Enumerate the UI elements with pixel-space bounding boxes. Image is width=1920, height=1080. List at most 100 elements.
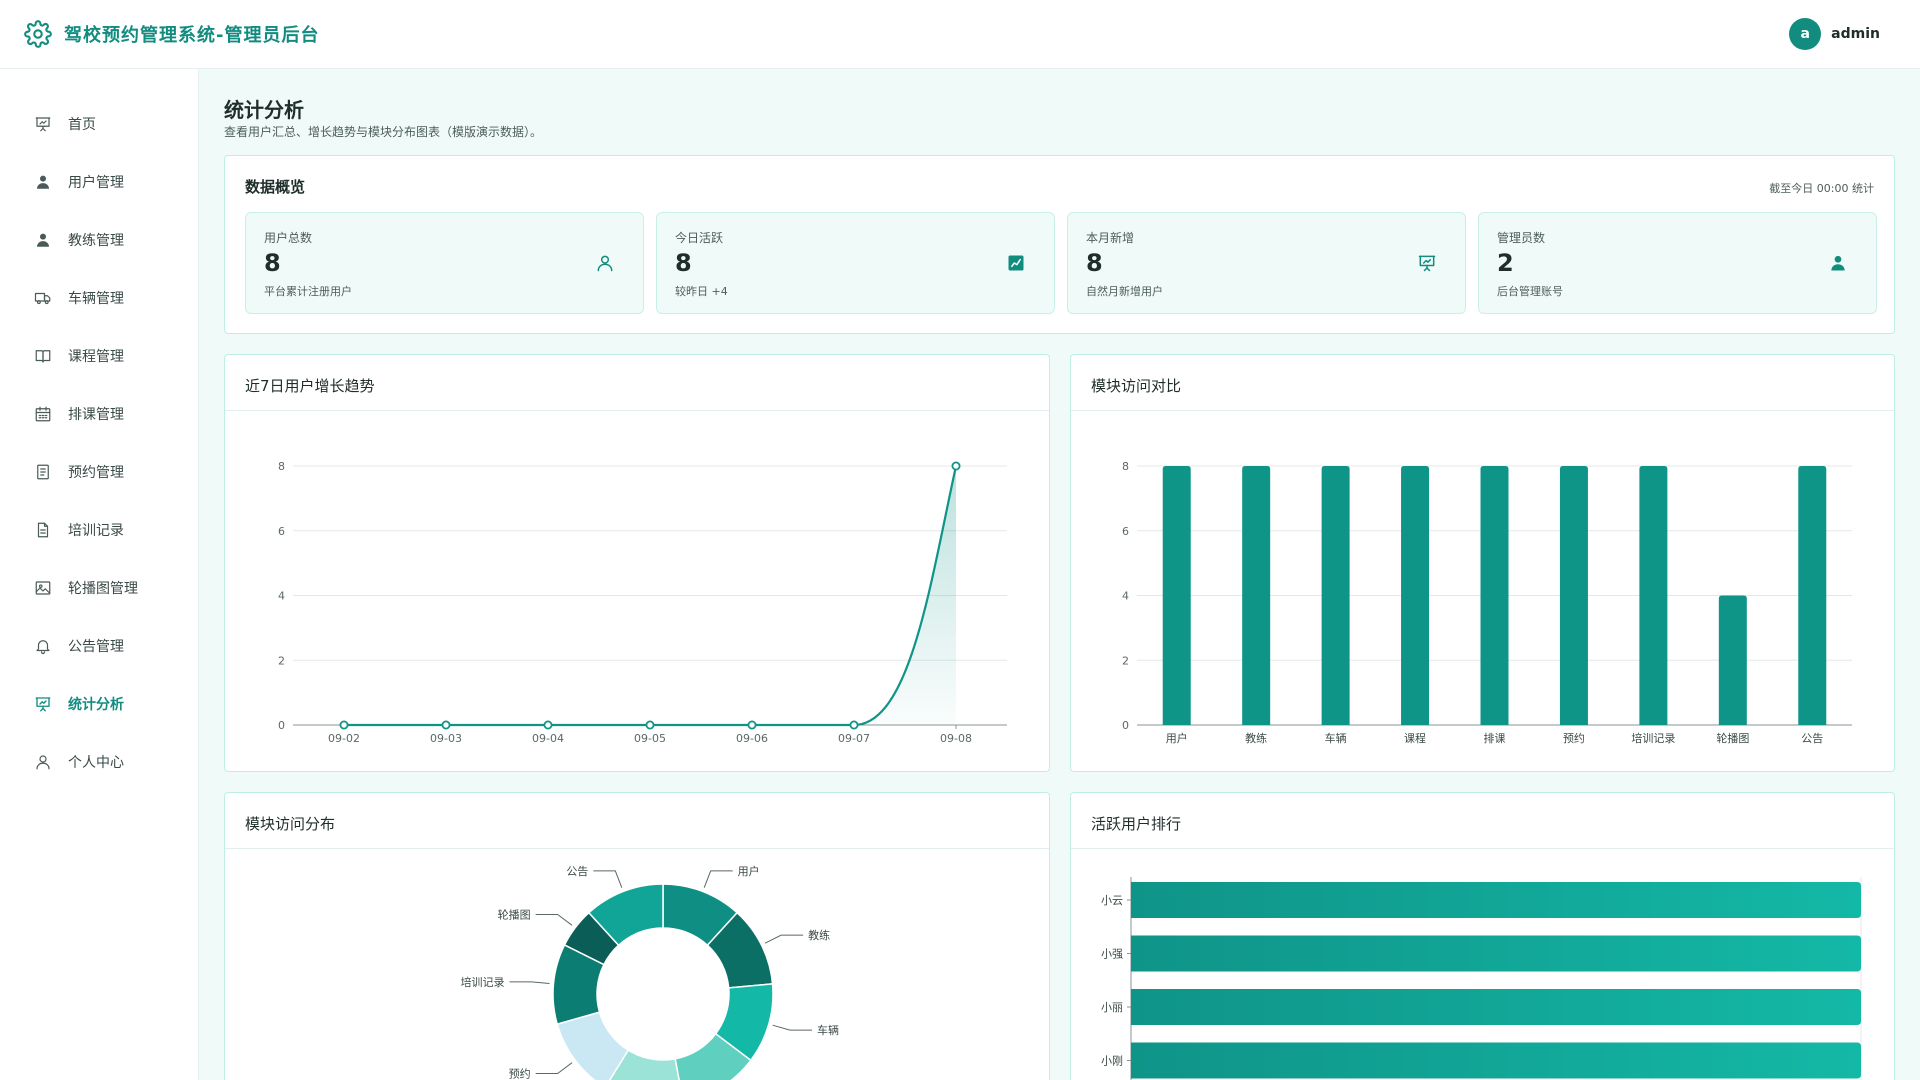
x-tick-label: 09-02 <box>328 732 360 745</box>
presentation-icon <box>35 117 51 132</box>
overview-card: 数据概览 截至今日 00:00 统计 用户总数 8 平台累计注册用户 今日活跃 … <box>224 155 1895 334</box>
pie-label-line <box>593 870 623 888</box>
bar <box>1321 466 1350 725</box>
avatar[interactable]: a <box>1789 18 1822 50</box>
pie-label: 预约 <box>509 1068 531 1080</box>
pie-label: 培训记录 <box>461 975 505 989</box>
bar <box>1401 466 1430 725</box>
ranking-title: 活跃用户排行 <box>1091 815 1182 833</box>
truck-icon <box>34 292 51 305</box>
sidebar-item-reservations[interactable]: 预约管理 <box>0 443 198 501</box>
pie-label-line <box>535 913 573 926</box>
pie-label: 车辆 <box>817 1023 839 1037</box>
x-tick-label: 课程 <box>1404 732 1426 745</box>
sidebar-item-vehicles[interactable]: 车辆管理 <box>0 269 198 327</box>
sidebar-item-label: 培训记录 <box>68 523 124 539</box>
sidebar-item-label: 用户管理 <box>68 175 124 191</box>
stat-value: 8 <box>675 249 692 277</box>
sidebar-item-banners[interactable]: 轮播图管理 <box>0 559 198 617</box>
pie-label-line <box>535 1062 573 1075</box>
module-bar-title: 模块访问对比 <box>1091 377 1182 395</box>
bell-icon <box>36 640 50 655</box>
module-bar-chart: 0 2 4 6 8 用户 教练 车辆 课程 排课 预约 培训记录 轮播图 公告 <box>1122 460 1852 745</box>
pie-label-line <box>764 934 804 944</box>
main-content: 统计分析 查看用户汇总、增长趋势与模块分布图表（模版演示数据）。 数据概览 截至… <box>199 69 1920 1080</box>
list-icon <box>37 464 49 480</box>
y-tick-label: 小强 <box>1101 948 1123 961</box>
stat-label: 用户总数 <box>264 231 313 245</box>
line-series <box>344 465 958 727</box>
stat-card-admins: 管理员数 2 后台管理账号 <box>1478 212 1877 314</box>
ranking-card: 活跃用户排行 小云 小强 小丽 小刚 <box>1070 792 1895 1080</box>
y-tick-label: 小云 <box>1101 894 1123 907</box>
bar <box>1718 595 1747 725</box>
sidebar-item-statistics[interactable]: 统计分析 <box>0 675 198 733</box>
user-menu[interactable]: a admin <box>1789 18 1880 50</box>
page-title: 统计分析 <box>224 98 304 122</box>
presentation-icon <box>1418 255 1436 272</box>
stat-card-total-users: 用户总数 8 平台累计注册用户 <box>245 212 644 314</box>
y-tick-label: 2 <box>1122 654 1129 667</box>
user-outline-icon <box>36 755 50 770</box>
sidebar-item-label: 排课管理 <box>68 407 124 423</box>
x-tick-label: 09-04 <box>532 732 564 745</box>
gear-icon <box>24 20 52 48</box>
top-header: 驾校预约管理系统-管理员后台 a admin <box>0 0 1920 69</box>
stat-card-active-today: 今日活跃 8 较昨日 +4 <box>656 212 1055 314</box>
stat-desc: 较昨日 +4 <box>675 285 728 298</box>
trend-chart-icon <box>1008 255 1024 271</box>
x-tick-label: 轮播图 <box>1716 731 1749 745</box>
bar <box>1798 466 1827 725</box>
pie-label: 教练 <box>808 928 830 942</box>
stat-desc: 后台管理账号 <box>1497 285 1563 298</box>
growth-chart-title: 近7日用户增长趋势 <box>245 377 375 395</box>
pie-label-line <box>509 981 550 984</box>
sidebar-item-training-records[interactable]: 培训记录 <box>0 501 198 559</box>
y-tick-label: 小刚 <box>1101 1055 1123 1068</box>
sidebar: 首页 用户管理 教练管理 车辆管理 课程管理 排课管理 预约管理 培训记录 轮播… <box>0 69 199 1080</box>
pie-label-line <box>703 870 733 888</box>
sidebar-item-home[interactable]: 首页 <box>0 95 198 153</box>
sidebar-item-notices[interactable]: 公告管理 <box>0 617 198 675</box>
rank-bar <box>1131 935 1861 972</box>
y-tick-label: 0 <box>278 719 285 732</box>
book-icon <box>35 350 51 363</box>
divider <box>1071 848 1894 849</box>
bar <box>1242 466 1271 725</box>
pie-slice <box>587 883 664 947</box>
y-tick-label: 4 <box>278 590 285 603</box>
pie-slice <box>674 1032 752 1080</box>
stat-desc: 自然月新增用户 <box>1086 285 1163 298</box>
pie-label: 公告 <box>566 865 588 878</box>
username[interactable]: admin <box>1831 26 1880 42</box>
data-point <box>645 720 655 730</box>
divider <box>225 410 1049 411</box>
sidebar-item-courses[interactable]: 课程管理 <box>0 327 198 385</box>
user-icon <box>37 233 49 247</box>
app-title: 驾校预约管理系统-管理员后台 <box>64 25 320 46</box>
data-point <box>747 720 757 730</box>
x-tick-label: 培训记录 <box>1631 731 1675 745</box>
stat-label: 管理员数 <box>1497 231 1546 245</box>
sidebar-item-label: 预约管理 <box>68 465 124 481</box>
pie-label: 轮播图 <box>498 907 531 921</box>
sidebar-item-schedule[interactable]: 排课管理 <box>0 385 198 443</box>
x-tick-label: 09-05 <box>634 732 666 745</box>
y-tick-label: 0 <box>1122 719 1129 732</box>
brand[interactable]: 驾校预约管理系统-管理员后台 <box>24 20 319 48</box>
line-area <box>344 466 956 725</box>
x-tick-label: 09-03 <box>430 732 462 745</box>
sidebar-item-profile[interactable]: 个人中心 <box>0 733 198 791</box>
data-point <box>849 720 859 730</box>
data-point <box>951 461 961 471</box>
sidebar-item-users[interactable]: 用户管理 <box>0 153 198 211</box>
calendar-icon <box>35 406 51 422</box>
sidebar-item-label: 车辆管理 <box>68 291 124 307</box>
y-tick-label: 8 <box>278 460 285 473</box>
pie-label-line <box>772 1024 812 1031</box>
x-tick-label: 09-08 <box>940 732 972 745</box>
sidebar-item-coaches[interactable]: 教练管理 <box>0 211 198 269</box>
user-outline-icon <box>597 255 613 272</box>
